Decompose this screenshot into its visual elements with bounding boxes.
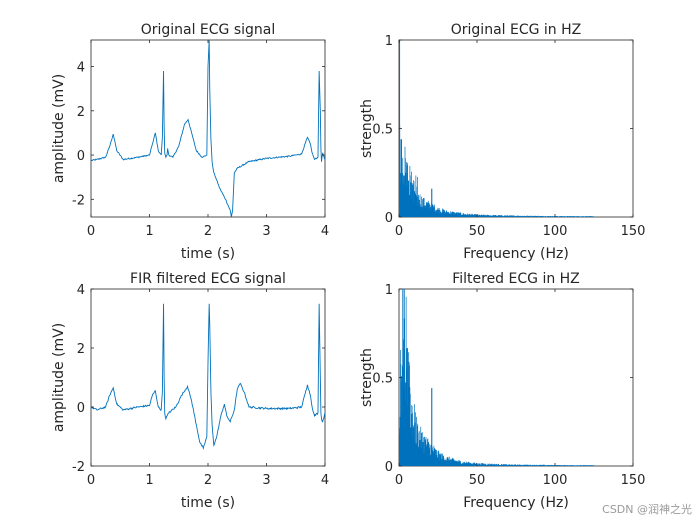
y-axis-label: amplitude (mV)	[51, 323, 67, 432]
x-tick-label: 0	[87, 473, 95, 488]
plot-area	[91, 40, 325, 217]
x-axis-label: Frequency (Hz)	[463, 246, 569, 262]
axes-box	[398, 288, 634, 467]
series-line-1	[91, 40, 325, 217]
chart-panel-4: 0 50 100 150 0 0.5 1 Filtered ECG in HZ Frequenc…	[359, 271, 646, 511]
chart-panel-1: 0 1 2 3 4 -2 0 2 4 Original ECG signal time (s) amp…	[51, 22, 329, 262]
y-tick-label: -2	[72, 460, 85, 475]
x-tick-label: 50	[469, 224, 486, 239]
chart-title: Filtered ECG in HZ	[452, 271, 580, 287]
y-tick-label: 0	[385, 211, 393, 226]
x-tick-label: 0	[395, 473, 403, 488]
y-tick-label: 1	[385, 34, 393, 49]
y-tick-label: 0	[77, 149, 85, 164]
x-tick-label: 0	[87, 224, 95, 239]
y-tick-label: -2	[72, 193, 85, 208]
axes-box	[398, 39, 634, 218]
y-axis-label: strength	[359, 348, 375, 407]
x-tick-label: 2	[204, 224, 212, 239]
x-tick-label: 3	[262, 473, 270, 488]
x-tick-label: 1	[145, 473, 153, 488]
x-tick-label: 4	[321, 473, 329, 488]
chart-title: Original ECG in HZ	[451, 22, 581, 38]
y-tick-label: 0	[77, 401, 85, 416]
plot-area	[91, 303, 325, 451]
y-tick-label: 0.5	[372, 123, 393, 138]
plot-area	[399, 289, 595, 466]
x-tick-label: 2	[204, 473, 212, 488]
x-axis-label: time (s)	[181, 495, 235, 511]
y-tick-label: 1	[385, 283, 393, 298]
y-tick-label: 0.5	[372, 372, 393, 387]
x-tick-label: 1	[145, 224, 153, 239]
chart-title: FIR filtered ECG signal	[130, 271, 286, 287]
y-tick-label: 2	[77, 105, 85, 120]
y-axis-label: strength	[359, 99, 375, 158]
chart-panel-2: 0 50 100 150 0 0.5 1 Original ECG in HZ Frequenc…	[359, 22, 645, 262]
x-tick-label: 4	[321, 224, 329, 239]
y-tick-label: 0	[385, 460, 393, 475]
y-tick-label: 4	[77, 283, 85, 298]
y-tick-label: 2	[77, 342, 85, 357]
x-tick-label: 150	[621, 473, 646, 488]
x-tick-label: 3	[262, 224, 270, 239]
x-tick-label: 100	[543, 224, 568, 239]
x-tick-label: 150	[621, 224, 646, 239]
watermark: CSDN @润神之光	[602, 503, 692, 516]
x-axis-label: Frequency (Hz)	[463, 495, 569, 511]
series-line-1	[91, 303, 325, 451]
x-tick-label: 0	[395, 224, 403, 239]
y-tick-label: 4	[77, 61, 85, 76]
y-axis-label: amplitude (mV)	[51, 74, 67, 183]
x-axis-label: time (s)	[181, 246, 235, 262]
x-tick-label: 100	[543, 473, 568, 488]
x-tick-label: 50	[469, 473, 486, 488]
chart-title: Original ECG signal	[141, 22, 276, 38]
